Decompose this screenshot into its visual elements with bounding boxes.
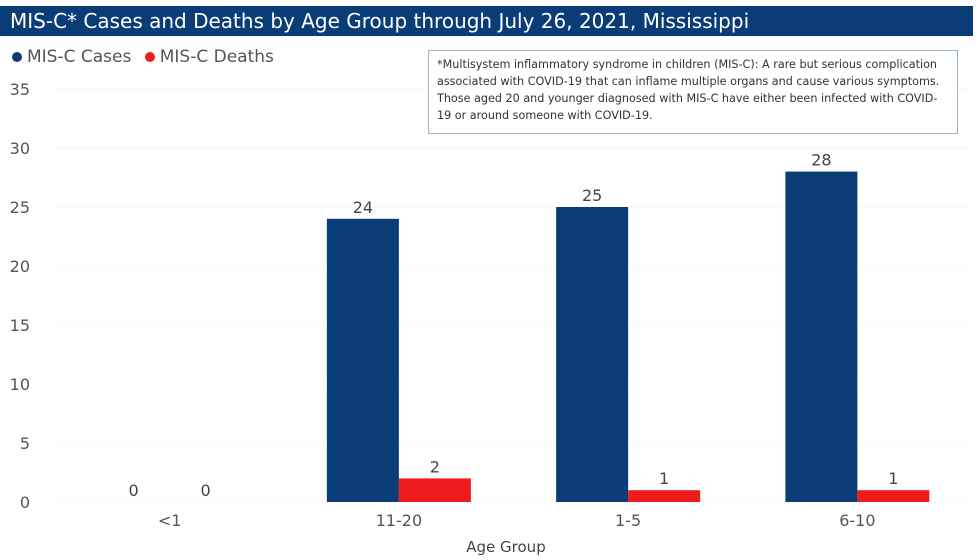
data-label-deaths: 0 xyxy=(201,481,211,500)
data-label-deaths: 1 xyxy=(888,469,898,488)
y-tick-label: 20 xyxy=(10,257,30,276)
legend-dot-cases xyxy=(12,52,22,62)
legend: MIS-C Cases MIS-C Deaths xyxy=(12,47,282,67)
bar-cases xyxy=(556,207,629,502)
x-axis-title: Age Group xyxy=(466,538,545,556)
y-tick-label: 5 xyxy=(20,434,30,453)
bar-cases xyxy=(785,171,858,502)
annotation-box: *Multisystem inflammatory syndrome in ch… xyxy=(428,50,958,134)
bar-deaths xyxy=(628,490,701,502)
bar-cases xyxy=(326,218,399,503)
label-layer: 0 5 10 15 20 25 30 35 <1 0 0 11-20 24 2 1-5 25 1 6-10 28 1 xyxy=(10,80,899,530)
bar-layer xyxy=(326,171,930,503)
legend-item-deaths: MIS-C Deaths xyxy=(144,47,274,67)
data-label-deaths: 1 xyxy=(659,469,669,488)
data-label-cases: 0 xyxy=(129,481,139,500)
x-tick-label: 1-5 xyxy=(615,511,641,530)
y-tick-label: 25 xyxy=(10,198,30,217)
x-tick-label: 11-20 xyxy=(376,511,423,530)
data-label-deaths: 2 xyxy=(430,457,440,476)
bar-deaths xyxy=(857,490,930,502)
x-tick-label: 6-10 xyxy=(839,511,875,530)
legend-label-cases: MIS-C Cases xyxy=(27,47,132,67)
data-label-cases: 24 xyxy=(353,198,373,217)
chart-title: MIS-C* Cases and Deaths by Age Group thr… xyxy=(0,6,973,36)
y-tick-label: 35 xyxy=(10,80,30,99)
legend-dot-deaths xyxy=(144,52,155,62)
bar-deaths xyxy=(398,478,471,502)
y-tick-label: 10 xyxy=(10,375,30,394)
legend-item-cases: MIS-C Cases xyxy=(12,47,131,67)
legend-label-deaths: MIS-C Deaths xyxy=(159,47,274,67)
x-tick-label: <1 xyxy=(158,511,182,530)
data-label-cases: 28 xyxy=(811,151,831,170)
data-label-cases: 25 xyxy=(582,186,602,205)
y-tick-label: 30 xyxy=(10,139,30,158)
y-tick-label: 0 xyxy=(20,493,30,512)
y-tick-label: 15 xyxy=(10,316,30,335)
